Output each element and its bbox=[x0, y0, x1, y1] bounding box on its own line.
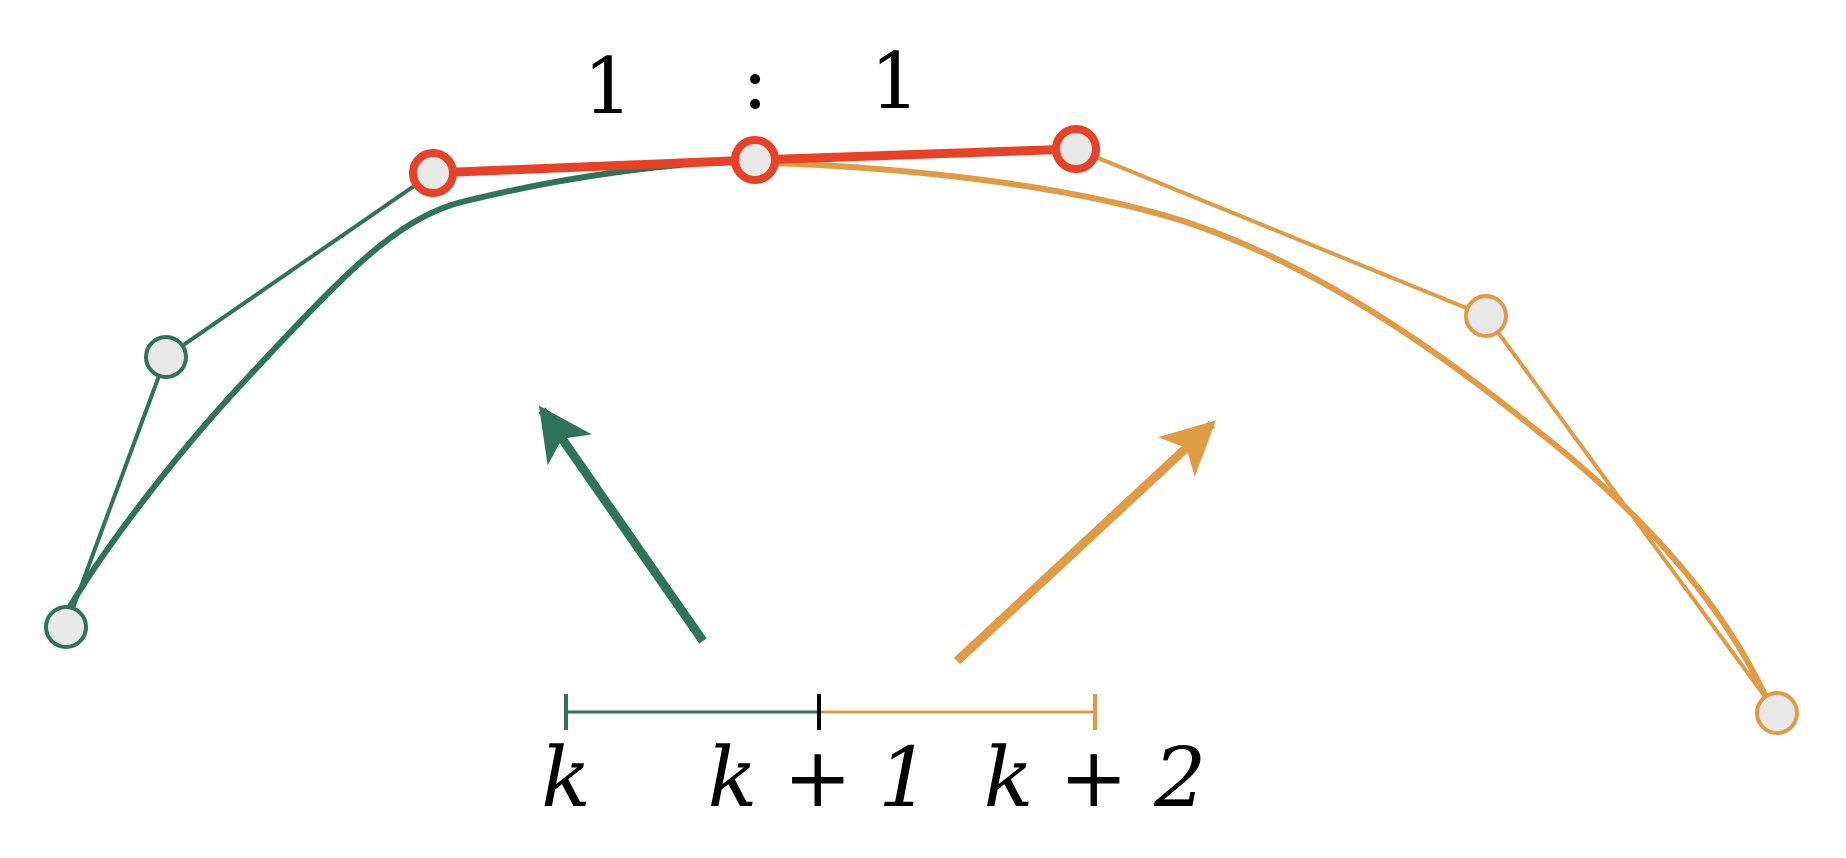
ratio-left: 1 bbox=[583, 42, 633, 132]
orange-direction-arrow bbox=[953, 420, 1216, 665]
axis-label-k1: k + 1 bbox=[708, 731, 931, 826]
orange-control-point-end bbox=[1755, 691, 1799, 735]
red-control-point-left bbox=[409, 149, 457, 197]
red-control-point-right bbox=[1052, 125, 1100, 173]
orange-control-point-middle bbox=[1464, 294, 1508, 338]
red-control-point-center bbox=[731, 136, 779, 184]
ratio-right: 1 bbox=[870, 37, 920, 127]
green-control-polygon bbox=[64, 171, 435, 628]
green-control-point-middle bbox=[144, 335, 188, 379]
axis-label-k: k bbox=[541, 731, 591, 826]
ratio-separator: : bbox=[742, 37, 768, 127]
axis-label-k2: k + 2 bbox=[984, 731, 1207, 826]
green-bezier-curve bbox=[65, 159, 721, 612]
orange-bezier-curve bbox=[719, 159, 1768, 697]
orange-control-polygon bbox=[1075, 147, 1779, 715]
green-control-point-start bbox=[44, 605, 88, 649]
green-direction-arrow bbox=[538, 405, 707, 644]
